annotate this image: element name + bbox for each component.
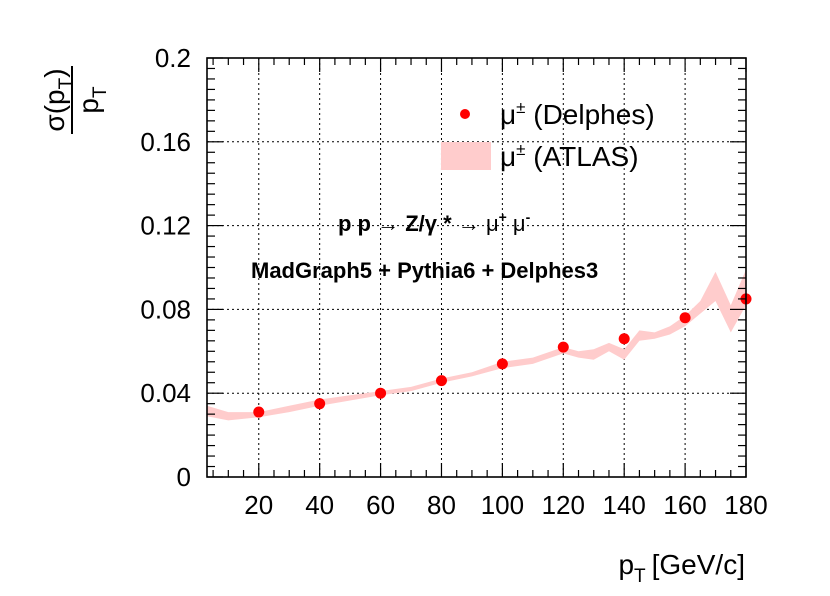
data-point [618,333,630,345]
generator-annotation: MadGraph5 + Pythia6 + Delphes3 [251,258,598,283]
data-point [496,358,508,370]
y-tick-label: 0.16 [140,127,191,157]
data-point [314,398,326,410]
y-tick-label: 0.04 [140,378,191,408]
x-tick-label: 60 [366,490,395,520]
x-tick-label: 100 [481,490,524,520]
x-tick-label: 180 [724,490,767,520]
data-point [557,341,569,353]
legend: μ± (Delphes) μ± (ATLAS) [441,98,655,172]
data-point [375,387,387,399]
axis-ticks [207,57,747,478]
y-tick-label: 0.08 [140,294,191,324]
data-point [679,312,691,324]
legend-label-delphes: μ± (Delphes) [500,98,655,130]
process-annotation: p p → Z/γ * → μ+ μ- [338,209,531,236]
y-tick-label: 0.12 [140,211,191,241]
x-tick-label: 120 [542,490,585,520]
legend-label-atlas: μ± (ATLAS) [500,140,639,172]
atlas-band-area [207,269,746,421]
x-tick-label: 20 [244,490,273,520]
data-point [253,406,265,418]
x-axis-title: pT [GeV/c] [618,549,745,587]
atlas-band [207,269,746,421]
legend-swatch-atlas [441,142,491,170]
x-tick-label: 80 [427,490,456,520]
x-tick-label: 40 [305,490,334,520]
data-point [435,375,447,387]
x-tick-label: 160 [663,490,706,520]
legend-marker-delphes [460,109,470,119]
y-tick-label: 0.2 [155,43,191,73]
x-tick-label: 140 [602,490,645,520]
y-axis-title: σ(pT) pT [39,66,111,134]
tick-labels: 20 40 60 80 100 120 140 160 180 0 0.04 0.08 0.12 0.16… [140,43,767,520]
y-axis-title-denominator: pT [73,86,111,114]
y-tick-label: 0 [177,462,191,492]
